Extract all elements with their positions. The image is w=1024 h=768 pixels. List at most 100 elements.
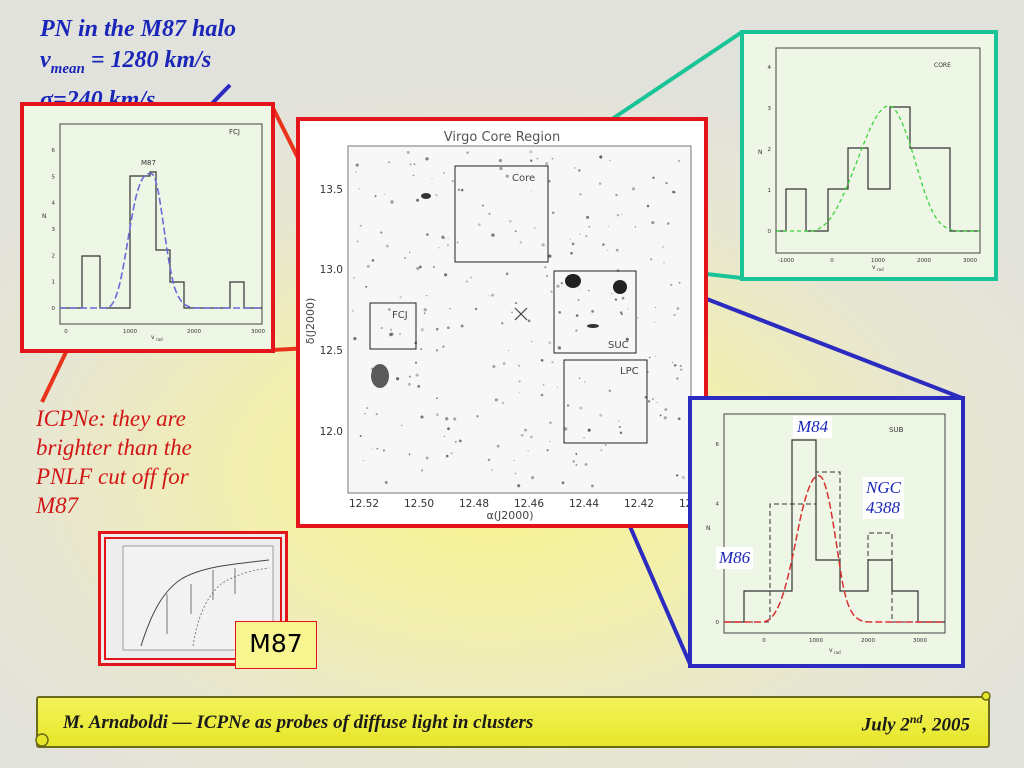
core-histogram-panel: CORE 0 1 2 3 4 -1000 0 1000 2000 3000 N v rad (740, 30, 998, 281)
faint-source (607, 249, 609, 251)
faint-source (579, 233, 581, 235)
faint-source (409, 251, 411, 253)
faint-source (371, 259, 375, 262)
faint-source (524, 428, 528, 432)
faint-source (460, 324, 464, 328)
faint-source (413, 163, 416, 165)
sub-tag: SUB (889, 426, 904, 434)
faint-source (412, 174, 415, 177)
faint-source (566, 404, 570, 407)
faint-source (380, 231, 383, 234)
faint-source (677, 417, 681, 421)
faint-source (446, 244, 449, 247)
faint-source (437, 247, 440, 249)
faint-source (382, 449, 385, 452)
faint-source (664, 408, 668, 412)
faint-source (586, 215, 590, 219)
core-y-tick: 3 (768, 106, 772, 112)
faint-source (417, 384, 421, 388)
faint-source (574, 167, 576, 169)
faint-source (420, 415, 424, 419)
fcj-x-ticks: 0 1000 2000 3000 (64, 329, 265, 335)
faint-source (616, 214, 620, 217)
faint-source (514, 302, 517, 305)
core-x-tick: 1000 (871, 258, 885, 264)
faint-source (491, 233, 495, 237)
faint-source (493, 294, 495, 296)
field-suc (553, 270, 637, 354)
faint-source (558, 311, 562, 314)
faint-source (492, 364, 496, 369)
faint-source (607, 225, 609, 228)
sub-y-ticks: 0246 (716, 442, 720, 626)
faint-source (529, 150, 533, 154)
faint-source (517, 364, 521, 367)
fcj-y-ticks: 0 1 2 3 4 5 6 (52, 148, 56, 312)
faint-source (496, 444, 500, 448)
faint-source (458, 439, 462, 443)
field-core-label: Core (512, 173, 535, 184)
faint-source (399, 333, 401, 335)
faint-source (359, 434, 362, 437)
faint-source (546, 274, 549, 277)
fcj-x-label: v (151, 334, 155, 341)
core-gaussian-fit (776, 105, 980, 232)
faint-source (390, 328, 393, 331)
faint-source (436, 397, 438, 400)
faint-source (362, 460, 365, 462)
faint-source (656, 402, 658, 404)
faint-source (583, 436, 585, 439)
sub-x-ticks: 0 1000 2000 3000 (762, 638, 927, 644)
faint-source (670, 283, 673, 287)
faint-source (406, 151, 410, 154)
sky-x-tick: 12.52 (349, 498, 379, 510)
scroll-curl-left (35, 733, 49, 747)
faint-source (625, 337, 629, 341)
core-histogram-steps (776, 106, 980, 232)
faint-source (604, 444, 607, 446)
faint-source (549, 440, 552, 443)
faint-source (600, 448, 603, 452)
sub-x-tick: 1000 (809, 638, 823, 644)
core-y-label: N (758, 149, 763, 156)
sky-y-label: δ(J2000) (304, 298, 317, 345)
faint-source (425, 157, 429, 161)
sub-histogram-steps (724, 439, 945, 623)
faint-source (432, 265, 436, 268)
faint-source (548, 341, 552, 344)
icpne-note: ICPNe: they are brighter than the PNLF c… (36, 406, 192, 518)
faint-source (520, 433, 524, 437)
faint-source (465, 280, 468, 283)
fcj-gaussian-fit (60, 172, 262, 309)
faint-source (446, 326, 450, 330)
faint-source (540, 358, 544, 362)
faint-source (404, 256, 406, 259)
faint-source (365, 285, 368, 288)
faint-source (488, 212, 491, 215)
faint-source (508, 219, 512, 223)
faint-source (583, 380, 586, 383)
faint-source (587, 428, 591, 432)
sub-x-tick: 3000 (913, 638, 927, 644)
faint-source (631, 187, 636, 191)
faint-source (621, 296, 625, 300)
pnlf-curve-dashed (192, 567, 270, 647)
faint-source (501, 401, 505, 405)
faint-source (588, 225, 591, 228)
faint-source (449, 307, 451, 310)
faint-source (507, 350, 510, 352)
faint-source (575, 453, 578, 456)
pnlf-curve-solid (140, 559, 270, 647)
faint-source (487, 458, 491, 462)
faint-source (353, 276, 355, 279)
faint-source (399, 296, 402, 299)
footer-scroll-curls (35, 691, 991, 747)
fcj-histogram-steps (60, 171, 262, 309)
faint-source (657, 241, 659, 243)
faint-source (575, 329, 578, 332)
fcj-y-tick: 3 (52, 227, 56, 233)
footer-left-text: M. Arnaboldi — ICPNe as probes of diffus… (63, 712, 534, 733)
faint-source (494, 398, 498, 402)
core-x-tick: 0 (830, 258, 834, 264)
sub-y-tick: 0 (716, 620, 720, 626)
